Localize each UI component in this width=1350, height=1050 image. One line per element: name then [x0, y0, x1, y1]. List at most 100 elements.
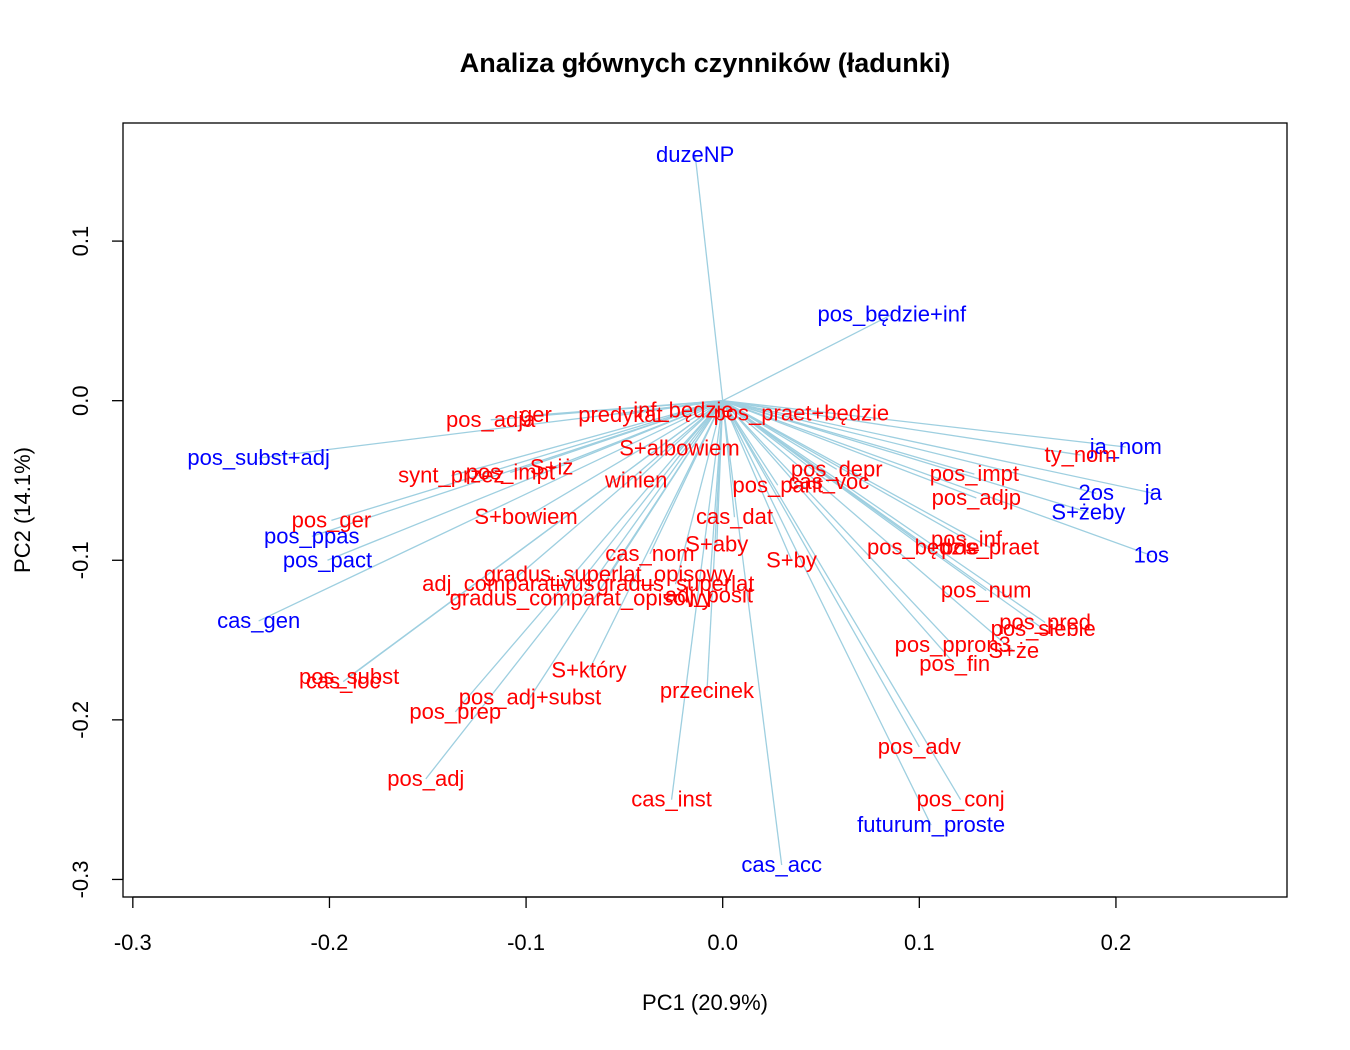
chart-title: Analiza głównych czynników (ładunki) [460, 48, 951, 78]
variable-label: gradus_superlat [597, 571, 755, 596]
loading-arrow [342, 400, 724, 683]
variable-label: 2os [1079, 480, 1114, 505]
variable-label: cas_voc [789, 469, 870, 494]
variable-label: cas_loc [306, 669, 381, 694]
loading-arrow [635, 400, 724, 481]
variable-label: pos_pant [732, 472, 823, 497]
loading-arrow [722, 400, 1154, 494]
loading-arrow [670, 400, 724, 800]
variable-label: pos_będzie [867, 535, 980, 560]
y-axis-title: PC2 (14.1%) [10, 447, 35, 573]
loading-arrow [722, 400, 954, 646]
variable-label: S+który [551, 657, 626, 682]
variable-label: pos_adja [446, 407, 536, 432]
variable-label: S+by [766, 547, 817, 572]
loading-arrow [258, 400, 723, 622]
x-axis-title: PC1 (20.9%) [642, 990, 768, 1015]
variable-label: S+iż [530, 455, 573, 480]
variable-label: cas_inst [631, 787, 712, 812]
variable-label: pos_ppron3 [895, 632, 1011, 657]
arrows-layer [258, 154, 1154, 866]
loading-arrow [722, 400, 1089, 514]
x-tick-label: 0.0 [707, 930, 738, 955]
loading-arrow [722, 400, 736, 518]
variable-label: pos_adj [387, 766, 464, 791]
loading-arrow [722, 400, 920, 748]
variable-label: ja [1144, 480, 1163, 505]
variable-label: cas_dat [696, 504, 773, 529]
loading-arrow [722, 400, 1015, 652]
loading-arrow [451, 400, 723, 477]
loading-arrow [722, 400, 1126, 448]
loading-arrow [620, 400, 723, 416]
variable-label: pos_adjp [932, 485, 1021, 510]
variable-label: gradus_superlat_opisowy [484, 562, 734, 587]
loading-arrow [722, 313, 893, 402]
loading-arrow [525, 400, 724, 518]
variable-label: 1os [1134, 542, 1169, 567]
variable-label: inf_będzie [633, 397, 733, 422]
variable-label: adj_posit [665, 582, 753, 607]
variable-label: cas_acc [741, 852, 822, 877]
loading-arrow [722, 400, 977, 499]
variable-label: pos_impt [930, 461, 1019, 486]
variable-label: pos_praet+będzie [714, 400, 890, 425]
loading-arrow [722, 400, 967, 541]
loading-arrow [425, 400, 724, 780]
variable-label: ger [520, 402, 552, 427]
x-axis: -0.3 -0.2 -0.1 0.0 0.1 0.2 [114, 896, 1132, 955]
y-tick-label: -0.2 [68, 701, 93, 739]
loading-arrow [722, 400, 1081, 456]
loading-arrow [694, 154, 724, 401]
loading-arrow [580, 400, 724, 599]
variable-label: gradus_comparat_opisowy [450, 586, 713, 611]
variable-label: pos_siebie [991, 616, 1096, 641]
x-tick-label: 0.2 [1101, 930, 1132, 955]
loading-arrow [507, 400, 724, 585]
variable-label: S+żeby [1051, 499, 1125, 524]
variable-label: S+bowiem [474, 504, 577, 529]
variable-label: pos_pred [999, 610, 1091, 635]
variable-label: pos_impt [466, 459, 555, 484]
loading-arrow [510, 400, 723, 474]
loading-arrow [327, 400, 723, 561]
variable-label: cas_gen [217, 608, 300, 633]
loading-arrow [454, 400, 724, 713]
y-axis: -0.3 -0.2 -0.1 0.0 0.1 [68, 226, 124, 898]
variable-label: winien [604, 467, 667, 492]
variable-label: S+albowiem [619, 436, 739, 461]
variable-label: pos_num [941, 578, 1032, 603]
variable-label: synt_przez [398, 463, 504, 488]
variable-label: pos_adv [878, 734, 961, 759]
variable-label: pos_ppas [264, 523, 359, 548]
loading-arrow [551, 400, 723, 469]
x-tick-label: -0.1 [507, 930, 545, 955]
loading-arrow [722, 400, 975, 475]
variable-label: pos_fin [919, 651, 990, 676]
variable-label: pos_inf [931, 527, 1003, 552]
variable-label: pos_subst [299, 664, 399, 689]
loading-arrow [535, 400, 723, 416]
loading-arrow [706, 400, 724, 692]
y-tick-label: 0.0 [68, 385, 93, 416]
variable-label: pos_będzie+inf [817, 302, 967, 327]
loading-arrow [722, 400, 1046, 624]
variable-label: pos_subst+adj [187, 445, 330, 470]
variable-label: S+że [988, 638, 1039, 663]
y-tick-label: 0.1 [68, 226, 93, 257]
loading-arrow [722, 400, 783, 866]
variable-label: pos_ger [292, 507, 372, 532]
loading-arrow [722, 400, 793, 561]
loading-arrow [722, 400, 779, 486]
loading-arrow [722, 400, 1044, 630]
loading-arrow [588, 400, 724, 671]
loading-arrow [674, 400, 724, 585]
loading-arrow [529, 400, 724, 698]
variable-label: duzeNP [656, 142, 734, 167]
variable-label: przecinek [660, 678, 755, 703]
loading-arrow [722, 400, 956, 665]
loading-arrow [722, 400, 991, 549]
loading-arrow [722, 400, 1152, 557]
